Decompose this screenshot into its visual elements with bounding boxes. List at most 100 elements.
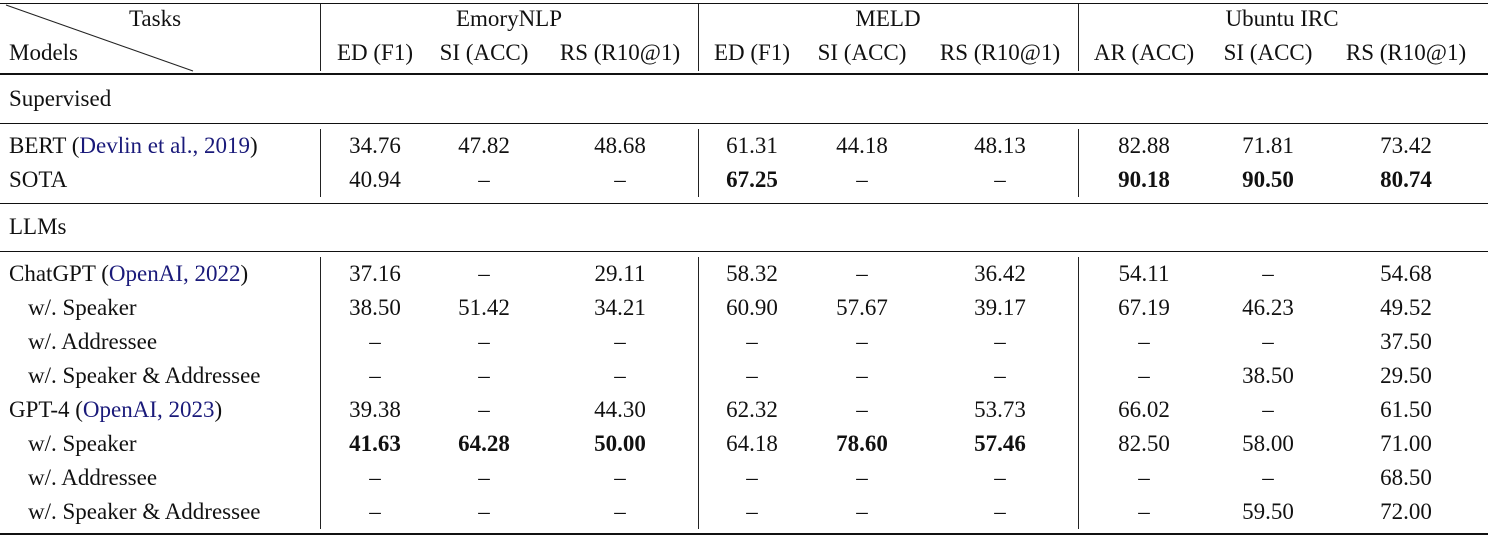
cite-close-paren: ) bbox=[214, 397, 223, 422]
model-name: SOTA bbox=[9, 163, 67, 197]
value-cell: – bbox=[1138, 499, 1150, 524]
value-cell: 53.73 bbox=[974, 397, 1026, 422]
value-cell: 54.68 bbox=[1380, 261, 1432, 286]
value-cell: 36.42 bbox=[974, 261, 1026, 286]
value-cell: 38.50 bbox=[1242, 363, 1294, 388]
cite-open-paren: ( bbox=[69, 397, 83, 422]
citation-link[interactable]: OpenAI, 2022 bbox=[108, 261, 241, 286]
model-name: w/. Speaker bbox=[28, 291, 137, 325]
metric-header: SI (ACC) bbox=[817, 40, 907, 65]
value-cell: 51.42 bbox=[458, 295, 510, 320]
value-cell: 64.18 bbox=[726, 431, 778, 456]
metric-header: SI (ACC) bbox=[439, 40, 529, 65]
value-cell: 39.38 bbox=[349, 397, 401, 422]
value-cell: 39.17 bbox=[974, 295, 1026, 320]
value-cell: 61.31 bbox=[726, 133, 778, 158]
value-cell: 29.50 bbox=[1380, 363, 1432, 388]
model-name: w/. Addressee bbox=[28, 325, 157, 359]
model-name: ChatGPT (OpenAI, 2022) bbox=[9, 257, 248, 291]
value-cell: 90.50 bbox=[1242, 167, 1294, 192]
column-divider bbox=[1078, 129, 1079, 197]
value-cell: 37.16 bbox=[349, 261, 401, 286]
value-cell: – bbox=[994, 167, 1006, 192]
corner-models-label: Models bbox=[9, 40, 78, 65]
value-cell: – bbox=[856, 167, 868, 192]
value-cell: 71.00 bbox=[1380, 431, 1432, 456]
table-row: w/. Speaker 41.63 64.28 50.00 64.18 78.60 57.4… bbox=[0, 427, 1488, 461]
value-cell: – bbox=[746, 499, 758, 524]
value-cell: – bbox=[478, 465, 490, 490]
corner-tasks-label: Tasks bbox=[128, 6, 182, 31]
header-row-datasets: Tasks EmoryNLP MELD Ubuntu IRC bbox=[0, 2, 1488, 36]
table-row: w/. Addressee – – – – – – – – 68.50 bbox=[0, 461, 1488, 495]
value-cell: 64.28 bbox=[458, 431, 510, 456]
value-cell: – bbox=[994, 329, 1006, 354]
metric-header: AR (ACC) bbox=[1093, 40, 1195, 65]
model-label: w/. Speaker & Addressee bbox=[28, 363, 261, 388]
value-cell: 82.50 bbox=[1118, 431, 1170, 456]
value-cell: 38.50 bbox=[349, 295, 401, 320]
cite-open-paren: ( bbox=[95, 261, 109, 286]
value-cell: 29.11 bbox=[594, 261, 646, 286]
value-cell: – bbox=[746, 465, 758, 490]
value-cell: – bbox=[746, 363, 758, 388]
table-row: ChatGPT (OpenAI, 2022) 37.16 – 29.11 58.32 – 3… bbox=[0, 257, 1488, 291]
metric-header: ED (F1) bbox=[336, 40, 414, 65]
value-cell: – bbox=[1262, 397, 1274, 422]
section-rule bbox=[0, 203, 1488, 204]
value-cell: 59.50 bbox=[1242, 499, 1294, 524]
value-cell: 82.88 bbox=[1118, 133, 1170, 158]
column-divider bbox=[698, 129, 699, 197]
column-divider bbox=[1078, 257, 1079, 529]
value-cell: – bbox=[478, 167, 490, 192]
value-cell: 41.63 bbox=[349, 431, 401, 456]
value-cell: – bbox=[369, 363, 381, 388]
value-cell: 46.23 bbox=[1242, 295, 1294, 320]
value-cell: 44.30 bbox=[594, 397, 646, 422]
model-name: w/. Speaker & Addressee bbox=[28, 359, 261, 393]
value-cell: 68.50 bbox=[1380, 465, 1432, 490]
model-label: w/. Addressee bbox=[28, 329, 158, 354]
cite-open-paren: ( bbox=[65, 133, 80, 158]
dataset-ubuntu-irc: Ubuntu IRC bbox=[1225, 6, 1339, 31]
metric-header: RS (R10@1) bbox=[559, 40, 681, 65]
section-title: LLMs bbox=[9, 214, 67, 239]
value-cell: 90.18 bbox=[1118, 167, 1170, 192]
value-cell: – bbox=[478, 261, 490, 286]
value-cell: – bbox=[746, 329, 758, 354]
model-name: w/. Addressee bbox=[28, 461, 157, 495]
top-rule bbox=[0, 3, 1488, 4]
value-cell: 57.46 bbox=[974, 431, 1026, 456]
value-cell: – bbox=[614, 329, 626, 354]
value-cell: 50.00 bbox=[594, 431, 646, 456]
value-cell: – bbox=[614, 167, 626, 192]
citation-link[interactable]: Devlin et al., 2019 bbox=[79, 133, 250, 158]
value-cell: – bbox=[614, 363, 626, 388]
section-title: Supervised bbox=[9, 86, 112, 111]
value-cell: – bbox=[614, 465, 626, 490]
value-cell: 67.19 bbox=[1118, 295, 1170, 320]
dataset-emorynlp: EmoryNLP bbox=[455, 6, 563, 31]
value-cell: 78.60 bbox=[836, 431, 888, 456]
section-rule bbox=[0, 123, 1488, 124]
column-divider bbox=[320, 129, 321, 197]
metric-header: SI (ACC) bbox=[1223, 40, 1313, 65]
value-cell: 57.67 bbox=[836, 295, 888, 320]
citation-link[interactable]: OpenAI, 2023 bbox=[82, 397, 215, 422]
bottom-rule bbox=[0, 533, 1488, 535]
value-cell: – bbox=[614, 499, 626, 524]
value-cell: 72.00 bbox=[1380, 499, 1432, 524]
table-row: w/. Speaker & Addressee – – – – – – – 59.50 72.00 bbox=[0, 495, 1488, 529]
header-divider bbox=[320, 4, 321, 71]
value-cell: – bbox=[994, 465, 1006, 490]
value-cell: 60.90 bbox=[726, 295, 778, 320]
dataset-meld: MELD bbox=[855, 6, 921, 31]
value-cell: – bbox=[1262, 261, 1274, 286]
value-cell: – bbox=[856, 261, 868, 286]
value-cell: 58.00 bbox=[1242, 431, 1294, 456]
value-cell: – bbox=[994, 499, 1006, 524]
value-cell: 66.02 bbox=[1118, 397, 1170, 422]
value-cell: 62.32 bbox=[726, 397, 778, 422]
model-label: w/. Speaker bbox=[28, 295, 137, 320]
header-row-metrics: Models ED (F1) SI (ACC) RS (R10@1) ED (F… bbox=[0, 36, 1488, 70]
